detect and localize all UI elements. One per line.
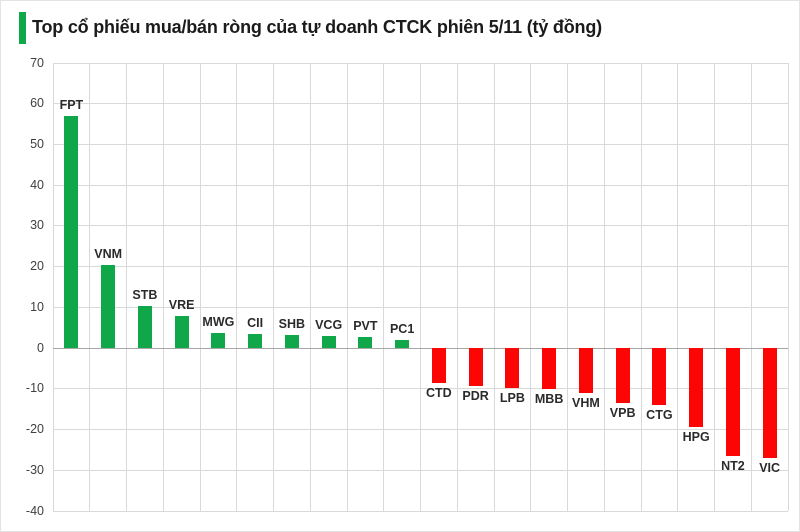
title-accent-bar (19, 12, 26, 44)
category-label-shb: SHB (278, 317, 306, 332)
gridline-vertical (750, 63, 752, 511)
bar-ctg (652, 348, 667, 406)
category-label-vpb: VPB (609, 406, 636, 421)
gridline-horizontal (53, 510, 788, 512)
gridline-vertical (456, 63, 458, 511)
gridline-vertical (236, 63, 238, 511)
category-label-vhm: VHM (571, 395, 600, 410)
y-axis-tick-label: 0 (37, 340, 44, 355)
gridline-vertical (383, 63, 385, 511)
bar-nt2 (725, 348, 740, 456)
y-axis-tick-label: -30 (25, 462, 44, 477)
category-label-fpt: FPT (59, 97, 84, 112)
y-axis-tick-label: 10 (30, 299, 44, 314)
gridline-vertical (346, 63, 348, 511)
gridline-vertical (567, 63, 568, 511)
gridline-vertical (420, 63, 421, 511)
bar-vic (762, 348, 777, 459)
gridline-vertical (162, 63, 164, 511)
category-label-mwg: MWG (202, 315, 235, 330)
y-axis-tick-label: 30 (30, 218, 44, 233)
gridline-vertical (640, 63, 642, 511)
gridline-vertical (787, 63, 789, 511)
gridline-vertical (309, 63, 311, 511)
bar-hpg (689, 348, 704, 428)
gridline-vertical (199, 63, 201, 511)
category-label-nt2: NT2 (721, 459, 745, 474)
category-label-vnm: VNM (94, 247, 123, 262)
gridline-vertical (530, 63, 532, 511)
bar-cii (248, 333, 263, 349)
category-label-lpb: LPB (499, 391, 525, 405)
category-label-ctg: CTG (646, 408, 673, 423)
y-axis-tick-label: -10 (25, 381, 44, 396)
category-label-vre: VRE (168, 297, 195, 312)
bar-pvt (358, 337, 373, 349)
gridline-vertical (677, 63, 679, 511)
gridline-vertical (126, 63, 127, 511)
bar-stb (137, 305, 152, 349)
y-axis-tick-label: 70 (30, 55, 44, 70)
category-label-mbb: MBB (534, 391, 564, 406)
bar-vhm (578, 348, 593, 393)
y-axis-tick-label: 50 (30, 136, 44, 151)
zero-axis-line (53, 347, 788, 349)
bar-ctd (431, 348, 446, 384)
gridline-vertical (603, 63, 605, 511)
y-axis-tick-label: -20 (25, 422, 44, 437)
bar-pdr (468, 348, 483, 386)
bar-mwg (211, 333, 226, 349)
gridline-vertical (273, 63, 274, 511)
gridline-vertical (89, 63, 91, 511)
category-label-pdr: PDR (462, 388, 489, 403)
y-axis-tick-label: -40 (25, 503, 44, 518)
category-label-hpg: HPG (682, 430, 710, 445)
category-label-vic: VIC (759, 461, 781, 476)
gridline-vertical (714, 63, 715, 511)
bar-fpt (64, 115, 79, 349)
chart-title: Top cổ phiếu mua/bán ròng của tự doanh C… (32, 17, 602, 37)
y-axis-tick-label: 20 (30, 259, 44, 274)
category-label-stb: STB (132, 287, 158, 302)
bar-vre (174, 315, 189, 349)
category-label-pvt: PVT (353, 319, 378, 334)
bar-vnm (101, 265, 116, 349)
bar-mbb (542, 348, 557, 389)
bar-vcg (321, 335, 336, 349)
category-label-vcg: VCG (315, 317, 343, 332)
gridline-vertical (493, 63, 495, 511)
gridline-vertical (52, 63, 54, 511)
bar-vpb (615, 348, 630, 404)
bar-shb (284, 335, 299, 349)
category-label-ctd: CTD (426, 386, 452, 401)
y-axis-tick-label: 60 (30, 96, 44, 111)
bar-lpb (505, 348, 520, 388)
category-label-cii: CII (247, 315, 264, 330)
bar-pc1 (395, 339, 410, 349)
category-label-pc1: PC1 (389, 321, 415, 336)
y-axis-tick-label: 40 (30, 177, 44, 192)
